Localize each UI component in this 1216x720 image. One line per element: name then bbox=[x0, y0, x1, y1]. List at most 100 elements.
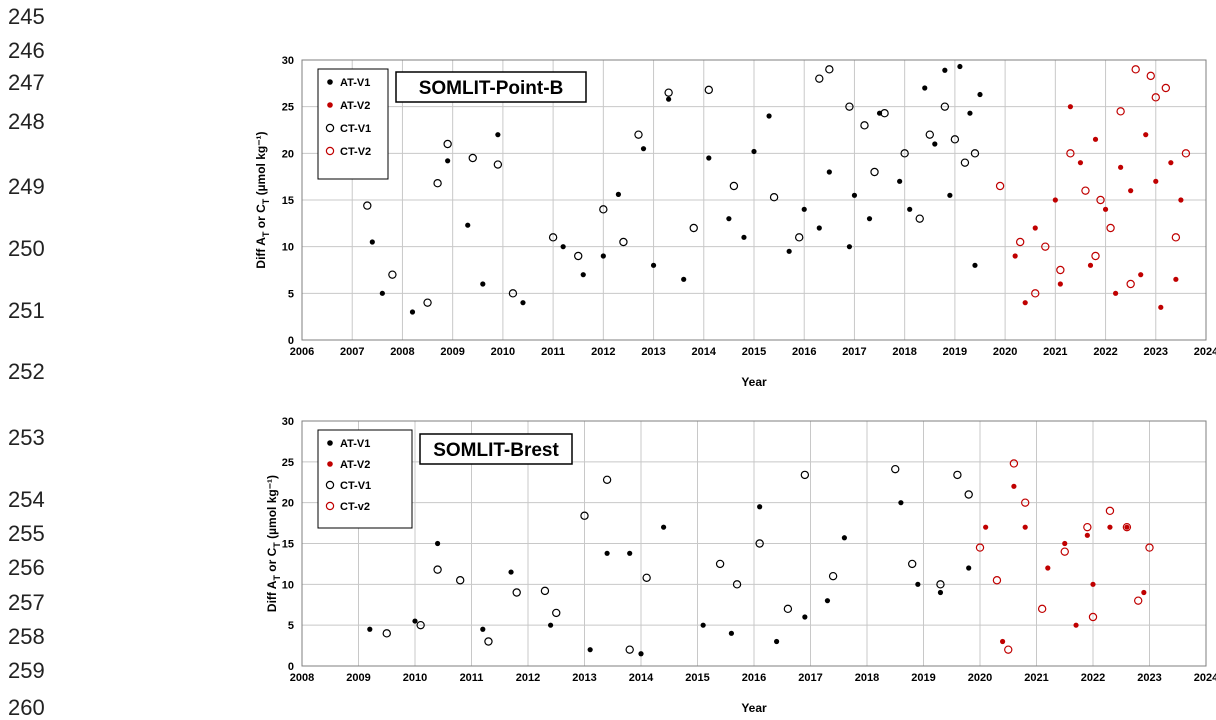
legend-label: CT-v2 bbox=[340, 501, 370, 513]
y-tick-label: 5 bbox=[288, 620, 294, 632]
data-point bbox=[815, 74, 824, 83]
data-point bbox=[1126, 279, 1135, 289]
x-tick-label: 2019 bbox=[943, 346, 967, 358]
data-point bbox=[800, 470, 810, 480]
data-point bbox=[1116, 107, 1125, 116]
data-point bbox=[964, 490, 973, 499]
x-tick-label: 2020 bbox=[968, 672, 992, 684]
legend: AT-V1 AT-V2 CT-V1 CT-V2 bbox=[317, 68, 389, 180]
data-point bbox=[1011, 483, 1017, 489]
data-point bbox=[619, 237, 628, 247]
data-point bbox=[826, 169, 832, 175]
data-point bbox=[661, 524, 667, 530]
data-point bbox=[802, 614, 808, 620]
data-point bbox=[1092, 136, 1099, 142]
legend-label: AT-V1 bbox=[340, 438, 370, 450]
line-number: 249 bbox=[8, 174, 45, 199]
data-point bbox=[508, 289, 518, 298]
data-point bbox=[560, 244, 566, 250]
y-tick-label: 20 bbox=[282, 498, 294, 510]
data-point bbox=[786, 248, 792, 254]
x-tick-label: 2012 bbox=[591, 346, 615, 358]
y-axis-label: Diff AT or CT (µmol kg⁻¹) bbox=[254, 131, 271, 268]
data-point bbox=[666, 96, 672, 102]
x-tick-label: 2015 bbox=[685, 672, 709, 684]
data-point bbox=[870, 167, 879, 177]
y-tick-label: 15 bbox=[282, 195, 294, 207]
data-point bbox=[1145, 543, 1154, 552]
data-point bbox=[1118, 164, 1124, 170]
data-point bbox=[548, 233, 558, 242]
x-tick-label: 2016 bbox=[742, 672, 766, 684]
data-point bbox=[650, 262, 657, 268]
data-point bbox=[412, 618, 418, 624]
data-point bbox=[783, 604, 793, 614]
data-point bbox=[1066, 149, 1075, 158]
line-number: 248 bbox=[8, 109, 45, 134]
data-point bbox=[953, 470, 962, 480]
data-point bbox=[715, 559, 725, 569]
chart-panel-1: 2006 2007 2008 2009 2010 2011 2012 2013 2014 2015… bbox=[254, 55, 1216, 389]
data-point bbox=[416, 620, 425, 630]
data-point bbox=[540, 586, 550, 596]
x-tick-label: 2008 bbox=[290, 672, 314, 684]
data-point bbox=[866, 216, 873, 222]
data-point bbox=[841, 535, 848, 541]
data-point bbox=[824, 598, 831, 604]
data-point bbox=[1133, 596, 1143, 605]
series-at-v2 bbox=[1012, 104, 1184, 310]
data-point bbox=[587, 647, 593, 653]
data-point bbox=[1056, 265, 1065, 275]
data-point bbox=[367, 626, 373, 632]
data-point bbox=[940, 102, 950, 111]
legend-marker bbox=[325, 146, 335, 156]
data-point bbox=[704, 85, 714, 95]
x-tick-label: 2007 bbox=[340, 346, 364, 358]
plot-frame bbox=[301, 59, 1207, 341]
y-tick-label: 25 bbox=[282, 457, 294, 469]
data-point bbox=[409, 309, 416, 315]
data-point bbox=[1083, 522, 1092, 532]
chart-panel-2: 2008 2009 2010 2011 2012 2013 2014 2015 2016 2017… bbox=[265, 416, 1216, 715]
y-tick-label: 25 bbox=[282, 102, 294, 114]
data-point bbox=[1067, 104, 1073, 110]
data-point bbox=[520, 300, 526, 306]
series-at-v2 bbox=[983, 483, 1147, 645]
line-number: 247 bbox=[8, 70, 45, 95]
data-point bbox=[379, 290, 385, 296]
data-point bbox=[574, 251, 583, 261]
data-point bbox=[1146, 71, 1155, 81]
data-point bbox=[769, 192, 779, 202]
legend-label: AT-V2 bbox=[340, 100, 370, 112]
data-point bbox=[728, 630, 735, 636]
data-point bbox=[1131, 65, 1140, 74]
chart-title: SOMLIT-Brest bbox=[433, 440, 559, 461]
y-tick-label: 30 bbox=[282, 55, 294, 67]
data-point bbox=[495, 132, 501, 138]
data-point bbox=[1151, 93, 1160, 102]
y-tick-label: 0 bbox=[288, 661, 294, 673]
line-number: 246 bbox=[8, 38, 45, 63]
data-point bbox=[1088, 612, 1098, 622]
data-point bbox=[700, 622, 706, 628]
x-tick-label: 2018 bbox=[892, 346, 916, 358]
x-tick-label: 2010 bbox=[403, 672, 427, 684]
x-tick-label: 2017 bbox=[842, 346, 866, 358]
x-axis-label: Year bbox=[741, 701, 767, 715]
chart-title-box bbox=[395, 71, 587, 103]
data-point bbox=[706, 155, 712, 161]
series-ct-v1 bbox=[382, 464, 973, 654]
data-point bbox=[950, 135, 960, 144]
x-tick-label: 2013 bbox=[572, 672, 596, 684]
data-point bbox=[975, 543, 985, 552]
data-point bbox=[1181, 149, 1191, 158]
legend-marker bbox=[327, 79, 333, 85]
data-point bbox=[600, 253, 606, 259]
legend: AT-V1 AT-V2 CT-V1 CT-v2 bbox=[317, 429, 413, 529]
data-point bbox=[480, 626, 486, 632]
data-point bbox=[1143, 132, 1149, 138]
legend-marker bbox=[325, 501, 335, 511]
data-point bbox=[599, 205, 608, 214]
data-point bbox=[1091, 251, 1100, 261]
x-tick-label: 2019 bbox=[911, 672, 935, 684]
